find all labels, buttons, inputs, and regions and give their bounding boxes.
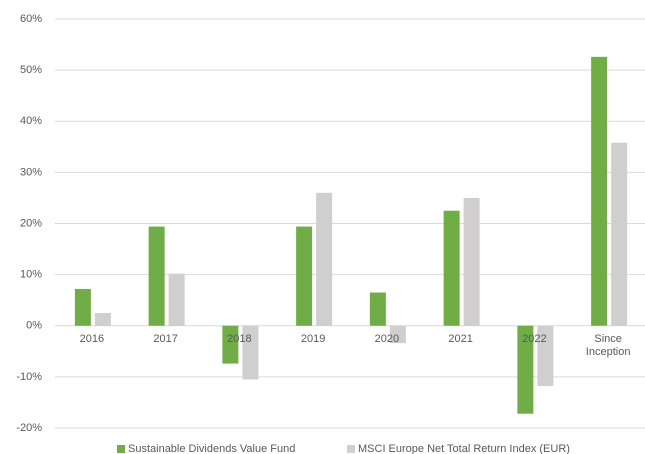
x-tick-label-box: 2020	[374, 332, 400, 345]
bar	[537, 325, 554, 387]
bar	[369, 292, 386, 326]
y-tick-label: -20%	[16, 422, 42, 434]
bar	[389, 325, 406, 344]
bar	[94, 312, 111, 326]
x-tick-label: 2019	[300, 332, 326, 345]
y-tick-label: 60%	[20, 13, 42, 25]
y-tick-label: 0%	[26, 320, 42, 332]
legend-label: MSCI Europe Net Total Return Index (EUR)	[358, 443, 570, 454]
legend-label: Sustainable Dividends Value Fund	[128, 443, 295, 454]
x-tick-label-box: 2019	[300, 332, 326, 345]
y-tick-label: -10%	[16, 371, 42, 383]
bar	[316, 192, 333, 326]
x-tick-label: Since Inception	[585, 332, 631, 358]
bar	[148, 226, 165, 326]
legend-swatch	[117, 445, 125, 453]
x-tick-label: 2022	[522, 332, 547, 345]
bar	[463, 197, 480, 326]
legend-swatch	[347, 445, 355, 453]
y-tick-label: 30%	[20, 166, 42, 178]
x-tick-label: 2017	[153, 332, 178, 345]
x-tick-label-box: 2021	[448, 332, 473, 345]
y-tick-label: 10%	[20, 269, 42, 281]
x-tick-label-box: 2016	[79, 332, 105, 345]
x-tick-label-box: 2018	[227, 332, 252, 345]
x-tick-label: 2018	[227, 332, 252, 345]
x-tick-label-box: 2017	[153, 332, 178, 345]
bar	[611, 142, 628, 326]
bar	[222, 325, 239, 364]
x-tick-label: 2020	[374, 332, 400, 345]
y-tick-label: 20%	[20, 217, 42, 229]
bar	[296, 226, 313, 326]
bar	[591, 56, 608, 326]
x-tick-label-box: 2022	[522, 332, 547, 345]
bar	[74, 288, 91, 326]
x-tick-label-box: Since Inception	[585, 332, 631, 358]
bar	[168, 273, 185, 326]
bar	[517, 325, 534, 414]
bar	[443, 210, 460, 326]
x-tick-label: 2021	[448, 332, 473, 345]
y-tick-label: 40%	[20, 115, 42, 127]
x-tick-label: 2016	[79, 332, 105, 345]
bar	[242, 325, 259, 380]
y-tick-label: 50%	[20, 64, 42, 76]
